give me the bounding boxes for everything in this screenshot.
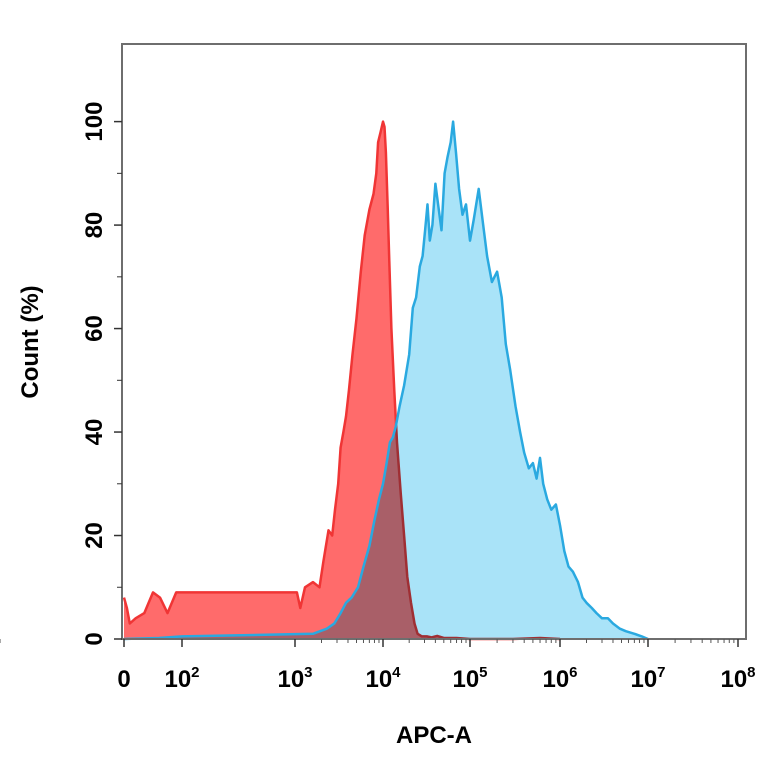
histogram-area-1 bbox=[124, 121, 560, 640]
y-tick-label: 20 bbox=[81, 522, 108, 549]
y-tick-label: 40 bbox=[81, 419, 108, 446]
x-tick-label: 107 bbox=[630, 664, 665, 693]
plot-area bbox=[122, 120, 649, 641]
y-tick-label: 0 bbox=[81, 632, 108, 645]
x-tick-label: 103 bbox=[277, 664, 312, 693]
x-tick-label: 108 bbox=[720, 664, 755, 693]
axes: 0 20 40 60 80 100 0 102 103 104 105 106 107 108 bbox=[0, 102, 756, 693]
x-tick-label: 106 bbox=[542, 664, 577, 693]
y-axis-title: Count (%) bbox=[17, 285, 44, 398]
y-tick-label: 80 bbox=[81, 212, 108, 239]
x-tick-label: 102 bbox=[164, 664, 199, 693]
x-tick-label: 0 bbox=[117, 666, 130, 693]
plot-frame bbox=[121, 43, 747, 640]
y-tick-label: 100 bbox=[81, 102, 108, 142]
y-tick-label: 60 bbox=[81, 315, 108, 342]
histogram-outline-2 bbox=[123, 120, 649, 641]
x-tick-label: 105 bbox=[452, 664, 487, 693]
histogram-area-2 bbox=[124, 121, 648, 640]
x-axis-title: APC-A bbox=[396, 722, 472, 749]
x-tick-label: 104 bbox=[365, 664, 401, 693]
